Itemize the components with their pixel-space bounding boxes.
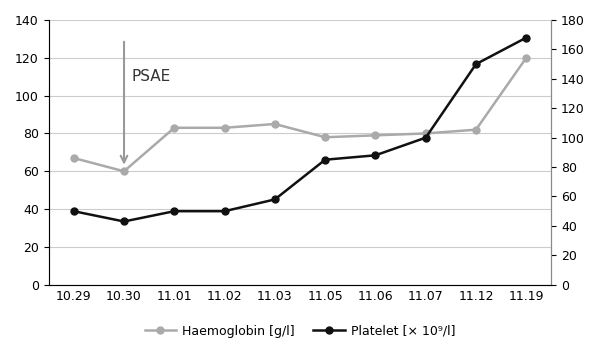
Legend: Haemoglobin [g/l], Platelet [× 10⁹/l]: Haemoglobin [g/l], Platelet [× 10⁹/l]	[140, 320, 460, 343]
Text: PSAE: PSAE	[131, 68, 171, 83]
